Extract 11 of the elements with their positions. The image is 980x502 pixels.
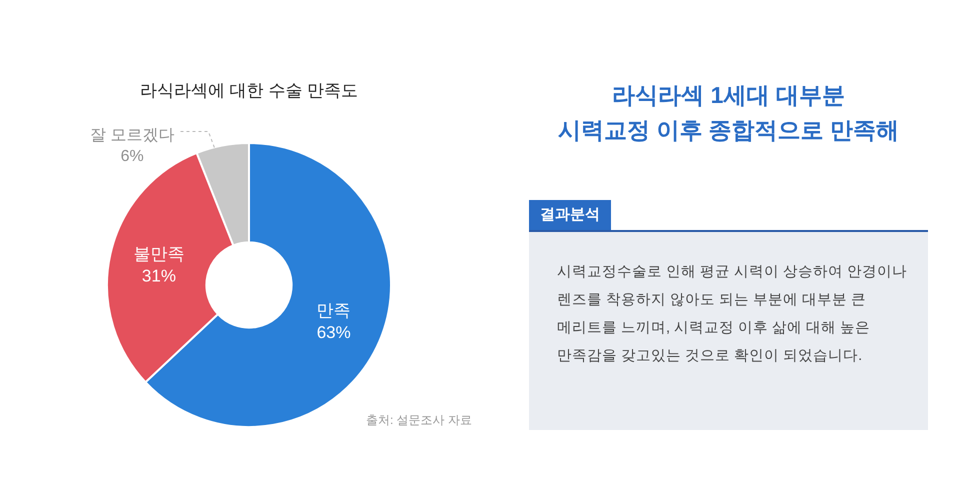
data-label: 63%	[316, 323, 351, 342]
text: 라식라섹 1세대 대부분 시력교정 이후 종합적으로 만족해	[556, 81, 900, 145]
data-label: 6%	[120, 148, 144, 165]
text: 결과분석	[529, 200, 611, 230]
data-label: 31%	[142, 266, 176, 286]
source-note: 출처: 설문조사 자료	[366, 413, 472, 427]
slice-label: 만족	[316, 301, 351, 320]
chart-title: 라식라섹에 대한 수술 만족도	[140, 80, 358, 100]
info-panel: 시력교정수술로 인해 평균 시력이 상승하여 안경이나 렌즈를 착용하지 않아도 되는 부분에 대부분 큰 메리트를 느끼며, 시력교정 이후 삶에 대해 높은 만족감을 갖고있는 것으로 확인이 되었습니다.	[529, 230, 928, 430]
slice-label: 잘 모르겠다	[90, 127, 174, 144]
slice-label: 불만족	[133, 244, 184, 264]
